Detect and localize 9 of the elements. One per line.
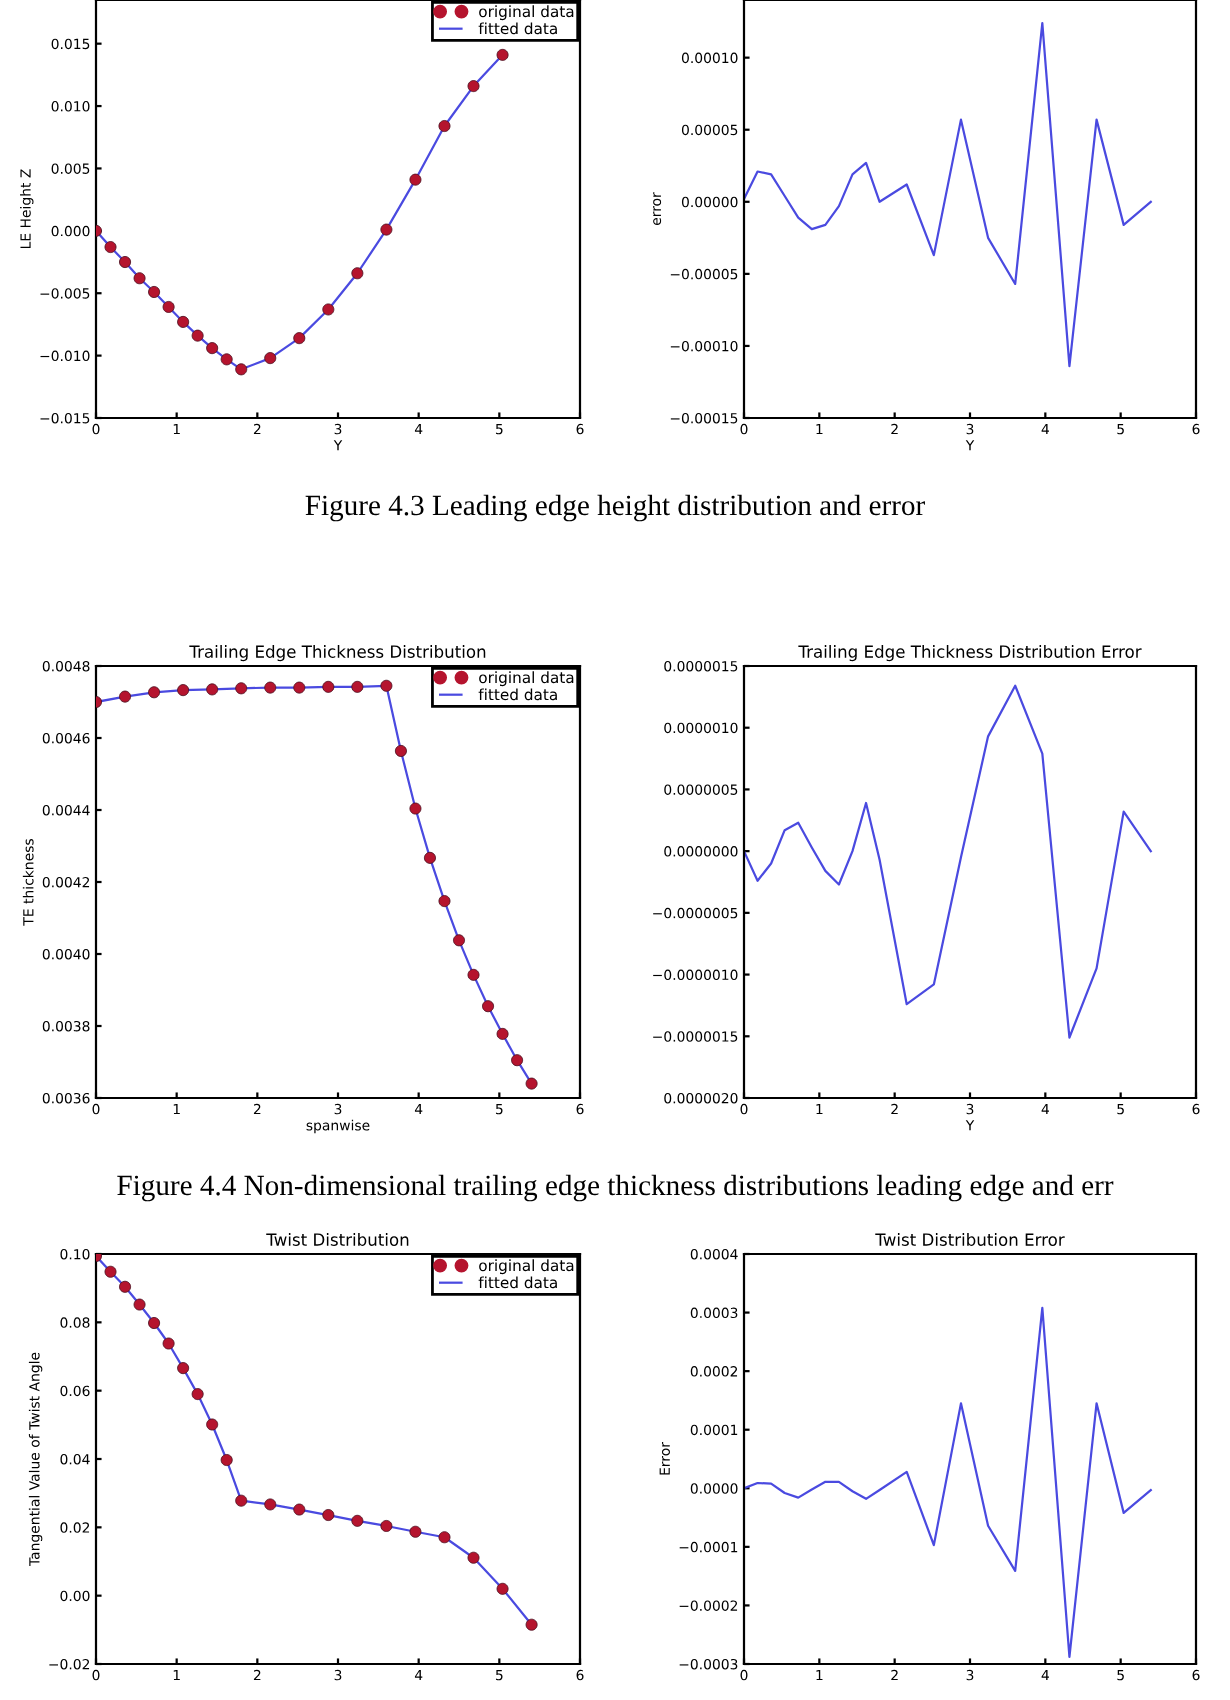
chart-title: Trailing Edge Thickness Distribution	[189, 645, 486, 662]
line-series	[744, 1306, 1152, 1659]
chart-title: Trailing Edge Thickness Distribution Error	[798, 645, 1142, 662]
chart-title: Twist Distribution Error	[875, 1233, 1065, 1246]
caption: Figure 4.4 Non-dimensional trailing edge thickness distributions leading edge and err	[117, 1174, 1114, 1202]
line-series	[744, 21, 1152, 368]
caption: Figure 4.3 Leading edge height distribution and error	[305, 494, 925, 522]
chart-title: Twist Distribution	[266, 1233, 409, 1246]
line-series	[744, 684, 1152, 1039]
